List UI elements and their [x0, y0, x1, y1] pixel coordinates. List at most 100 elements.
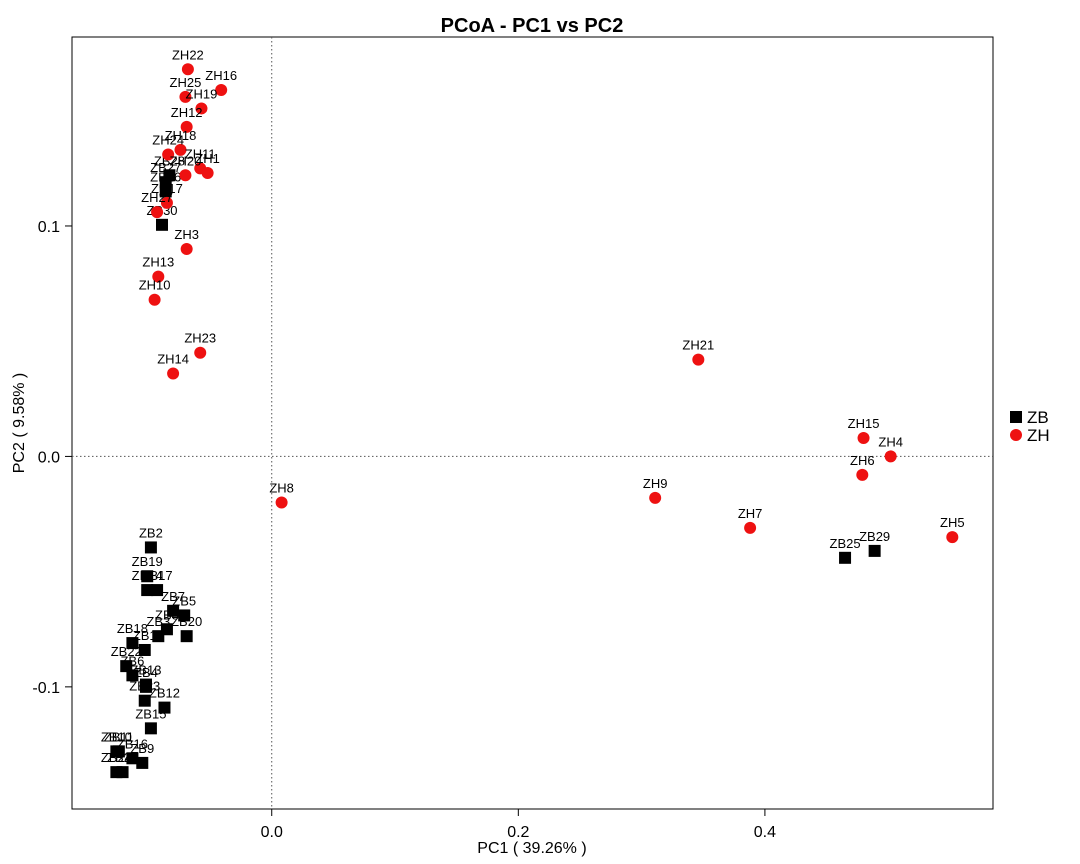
- point-label: ZH12: [171, 105, 203, 120]
- legend-label: ZB: [1027, 408, 1049, 427]
- point-label: ZH9: [643, 476, 668, 491]
- point-zb13: [139, 678, 152, 691]
- point-zb5: [178, 609, 191, 622]
- point-zh12: [180, 120, 193, 133]
- point-label: ZH19: [186, 86, 218, 101]
- point-zb1: [138, 643, 151, 656]
- point-label: ZH1: [195, 151, 220, 166]
- point-zh1: [201, 166, 214, 179]
- point-label: ZH5: [940, 515, 965, 530]
- point-label: ZB29: [859, 529, 890, 544]
- point-zh14: [167, 367, 180, 380]
- point-zb23: [138, 694, 151, 707]
- point-label: ZH6: [850, 453, 875, 468]
- point-zb16: [126, 752, 139, 765]
- point-zb21: [116, 766, 129, 779]
- point-label: ZH27: [141, 190, 173, 205]
- point-zh9: [649, 491, 662, 504]
- point-label: ZH22: [172, 47, 204, 62]
- point-label: ZB10: [101, 729, 132, 744]
- point-label: ZB11: [104, 729, 134, 744]
- x-tick-label: 0.0: [261, 824, 283, 841]
- point-zb17: [151, 584, 164, 597]
- point-label: ZB13: [130, 663, 161, 678]
- point-label: ZH15: [848, 416, 880, 431]
- point-label: ZB20: [171, 614, 202, 629]
- point-zh21: [692, 353, 705, 366]
- point-zh27: [151, 206, 164, 219]
- point-zb25: [839, 551, 852, 564]
- point-zh20: [179, 169, 192, 182]
- point-zb7: [167, 604, 180, 617]
- legend-square-icon: [1010, 411, 1022, 423]
- point-label: ZH14: [157, 351, 189, 366]
- point-label: ZH23: [184, 331, 216, 346]
- point-zh7: [744, 521, 757, 534]
- point-zb14: [141, 584, 154, 597]
- point-zh10: [148, 293, 161, 306]
- point-zb15: [144, 722, 157, 735]
- point-zb22: [120, 660, 133, 673]
- y-tick-label: -0.1: [32, 680, 60, 697]
- chart-title: PCoA - PC1 vs PC2: [441, 15, 624, 37]
- point-zh5: [946, 531, 959, 544]
- point-label: ZB17: [142, 568, 173, 583]
- point-label: ZB6: [120, 653, 144, 668]
- point-zh17: [160, 196, 173, 209]
- point-label: ZB16: [117, 736, 148, 751]
- x-axis-title: PC1 ( 39.26% ): [477, 840, 586, 857]
- legend-label: ZH: [1027, 426, 1050, 445]
- point-label: ZB19: [132, 554, 163, 569]
- point-label: ZH16: [205, 68, 237, 83]
- point-label: ZB18: [117, 621, 148, 636]
- point-zh4: [884, 450, 897, 463]
- point-label: ZH17: [151, 181, 183, 196]
- point-label: ZH10: [139, 278, 171, 293]
- point-zh13: [152, 270, 165, 283]
- point-label: ZH24: [152, 133, 184, 148]
- point-label: ZB9: [130, 741, 154, 756]
- point-label: ZH3: [174, 227, 199, 242]
- point-zh19: [195, 102, 208, 115]
- point-zh25: [179, 90, 192, 103]
- point-label: ZB8: [155, 607, 179, 622]
- point-label: ZB22: [111, 644, 142, 659]
- point-label: ZB4: [134, 665, 158, 680]
- point-label: ZH18: [165, 128, 197, 143]
- point-zh22: [181, 63, 194, 76]
- point-zb20: [180, 630, 193, 643]
- point-zb6: [126, 669, 139, 682]
- y-tick-label: 0.1: [38, 219, 60, 236]
- point-label: ZB15: [135, 706, 166, 721]
- point-label: ZH25: [170, 75, 202, 90]
- y-tick-label: 0.0: [38, 449, 60, 466]
- point-zb26: [159, 185, 172, 198]
- point-zb18: [126, 637, 139, 650]
- point-zh3: [180, 243, 193, 256]
- point-zb12: [158, 701, 171, 714]
- point-label: ZH20: [170, 153, 202, 168]
- point-zb11: [112, 745, 125, 758]
- axis-ticks: 0.0 0.2 0.4 -0.1 0.0 0.1: [32, 219, 776, 841]
- point-label: ZH21: [682, 338, 714, 353]
- point-label: ZH11: [185, 146, 216, 161]
- point-label: ZH7: [738, 506, 763, 521]
- point-zh23: [194, 346, 207, 359]
- point-label: ZH4: [878, 434, 903, 449]
- point-label: ZB1: [133, 628, 157, 643]
- x-tick-label: 0.4: [754, 824, 776, 841]
- point-label: ZB2: [139, 525, 163, 540]
- point-zb29: [868, 544, 881, 557]
- point-label: ZH8: [269, 481, 294, 496]
- point-label: ZB12: [149, 686, 180, 701]
- point-zh6: [856, 468, 869, 481]
- point-label: ZB21: [107, 750, 138, 765]
- legend-circle-icon: [1010, 429, 1022, 441]
- x-tick-label: 0.2: [507, 824, 529, 841]
- point-label: ZB7: [161, 589, 185, 604]
- point-label: ZB25: [830, 536, 861, 551]
- y-axis-title: PC2 ( 9.58% ): [11, 373, 28, 473]
- point-label: ZB5: [172, 593, 196, 608]
